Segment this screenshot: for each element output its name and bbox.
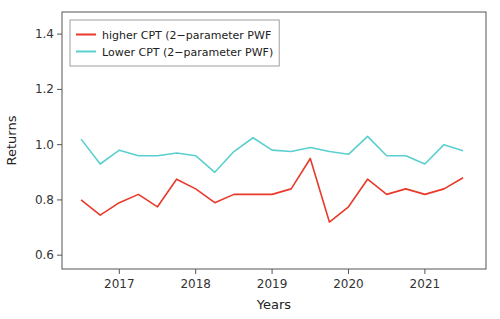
legend-box <box>70 20 279 66</box>
series-line <box>81 136 463 172</box>
x-tick-label: 2018 <box>180 277 211 291</box>
x-tick-label: 2021 <box>410 277 441 291</box>
x-tick-label: 2019 <box>257 277 288 291</box>
y-tick-label: 1.4 <box>35 27 54 41</box>
x-tick <box>348 269 349 274</box>
y-tick-label: 1.0 <box>35 138 54 152</box>
y-tick-label: 0.6 <box>35 248 54 262</box>
lines <box>81 136 463 222</box>
x-tick <box>119 269 120 274</box>
y-tick <box>57 34 62 35</box>
y-tick <box>57 144 62 145</box>
legend-swatch <box>76 51 96 53</box>
x-tick-label: 2017 <box>104 277 135 291</box>
y-tick-label: 1.2 <box>35 82 54 96</box>
legend-entry: Lower CPT (2−parameter PWF) <box>102 46 273 59</box>
y-tick-label: 0.8 <box>35 193 54 207</box>
legend-swatch <box>76 34 96 36</box>
x-tick <box>272 269 273 274</box>
y-tick <box>57 255 62 256</box>
x-tick <box>424 269 425 274</box>
x-axis-label: Years <box>256 297 292 312</box>
legend-entry: higher CPT (2−parameter PWF <box>102 29 271 42</box>
chart: 2017 2018 2019 2020 2021 0.6 0.8 1.0 1.2 1.4 Years… <box>0 0 500 319</box>
plot-frame <box>62 12 486 269</box>
y-axis-label: Returns <box>4 115 19 165</box>
legend: higher CPT (2−parameter PWF Lower CPT (2−… <box>70 20 279 66</box>
y-tick <box>57 89 62 90</box>
x-tick-label: 2020 <box>333 277 364 291</box>
x-tick <box>195 269 196 274</box>
series-line <box>81 158 463 222</box>
y-tick <box>57 199 62 200</box>
